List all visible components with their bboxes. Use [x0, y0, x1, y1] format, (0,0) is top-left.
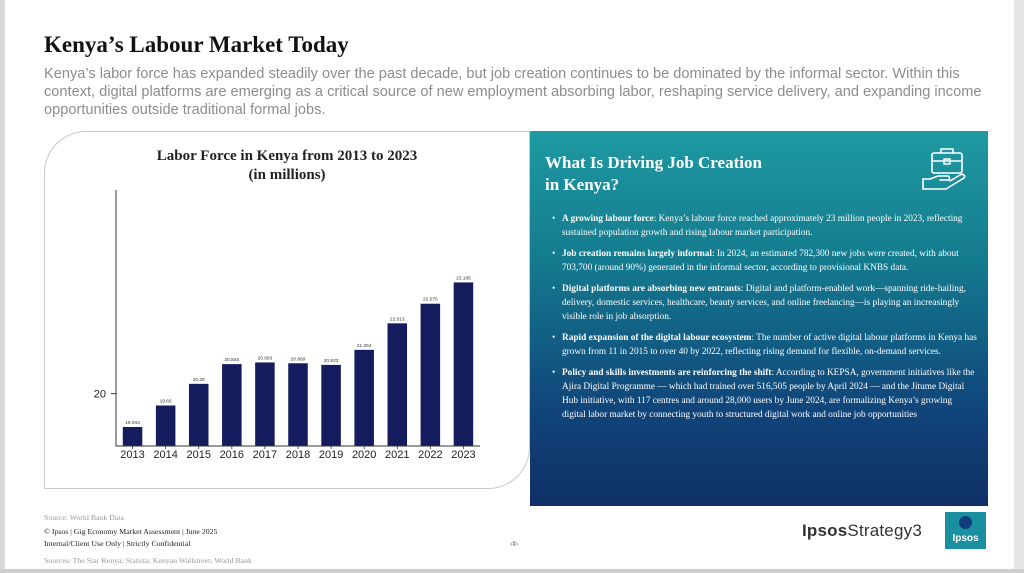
bullet-item: Job creation remains largely informal: I… — [552, 247, 977, 275]
slide-intro: Kenya’s labor force has expanded steadil… — [44, 66, 982, 118]
bullet-item: Digital platforms are absorbing new entr… — [552, 282, 977, 324]
left-edge-bar — [0, 0, 5, 573]
bullet-text: : According to KEPSA, government initiat… — [562, 368, 975, 420]
slide-title: Kenya’s Labour Market Today — [44, 32, 349, 57]
chart-title-line1: Labor Force in Kenya from 2013 to 2023 — [156, 148, 418, 164]
footer-source: Source: World Bank Data — [44, 513, 124, 522]
brand-regular: Strategy3 — [847, 521, 922, 540]
logo-dot-icon — [959, 516, 972, 529]
ipsos-logo: Ipsos — [945, 512, 986, 549]
bottom-edge-bar — [0, 569, 1024, 573]
footer-confidential: Internal/Client Use Only | Strictly Conf… — [44, 539, 191, 548]
chart-title-line2: (in millions) — [248, 167, 326, 183]
bullet-heading: Rapid expansion of the digital labour ec… — [562, 333, 752, 343]
bullet-item: A growing labour force: Kenya’s labour f… — [552, 212, 977, 240]
bullet-item: Policy and skills investments are reinfo… — [552, 366, 977, 422]
bullet-heading: A growing labour force — [562, 214, 654, 224]
footer-sources: Sources: The Star Kenya; Statista; Kenya… — [44, 556, 252, 565]
bullet-text: : Kenya’s labour force reached approxima… — [562, 214, 963, 238]
bullet-text: : In 2024, an estimated 782,300 new jobs… — [562, 249, 959, 273]
bullet-heading: Digital platforms are absorbing new entr… — [562, 284, 741, 294]
bullet-heading: Job creation remains largely informal — [562, 249, 712, 259]
chart-title: Labor Force in Kenya from 2013 to 2023 (… — [0, 147, 574, 185]
bullet-heading: Policy and skills investments are reinfo… — [562, 368, 772, 378]
brand-bold: Ipsos — [802, 521, 848, 540]
bullet-item: Rapid expansion of the digital labour ec… — [552, 331, 977, 359]
page-number: ‹#› — [510, 540, 519, 548]
briefcase-hand-icon — [922, 148, 966, 190]
bullet-text: : The number of active digital labour pl… — [562, 333, 977, 357]
drivers-bullet-list: A growing labour force: Kenya’s labour f… — [552, 212, 977, 429]
logo-text: Ipsos — [952, 533, 979, 544]
right-edge-bar — [1014, 0, 1024, 573]
bullet-text: : Digital and platform-enabled work—span… — [562, 284, 966, 322]
panel-title: What Is Driving Job Creation in Kenya? — [545, 153, 762, 194]
footer-copyright: © Ipsos | Gig Economy Market Assessment … — [44, 527, 218, 536]
brand-wordmark: IpsosStrategy3 — [802, 521, 922, 541]
